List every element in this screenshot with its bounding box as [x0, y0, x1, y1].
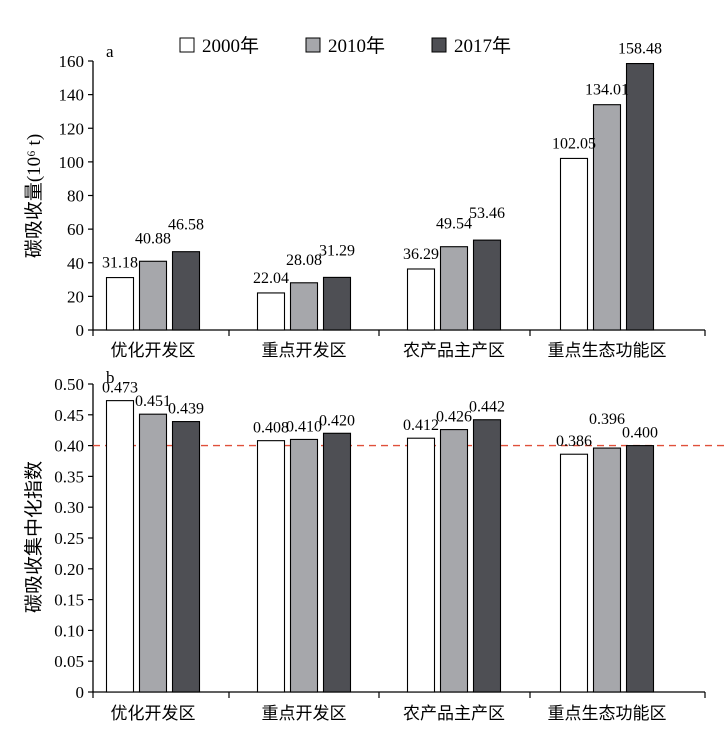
chart-a-bar	[322, 276, 352, 331]
chart-a-data-label: 31.18	[102, 255, 138, 272]
chart-b-data-labels: 0.473 0.408 0.412 0.386 0.451 0.410 0.426 0.396…	[102, 380, 658, 451]
chart-b-category-label: 重点开发区	[262, 704, 347, 723]
chart-b-y-tick-label: 0.05	[54, 652, 84, 671]
chart-a-gridlayer: 0 20 40 60 80 100 120 140 160 优化开发区 重点开发区 农产品主产区 重点生…	[59, 52, 706, 360]
chart-b-data-label: 0.396	[589, 411, 625, 428]
chart-b-category-label: 重点生态功能区	[548, 704, 667, 723]
legend-label-2000: 2000年	[202, 35, 259, 57]
panel-b-letter: b	[106, 368, 115, 387]
chart-b-bar	[472, 419, 502, 693]
chart-b-data-label: 0.412	[403, 417, 439, 434]
chart-a-bar	[256, 292, 286, 331]
chart-b-bar	[592, 447, 622, 693]
chart-a-data-label: 46.58	[168, 217, 204, 234]
chart-a-y-tick-label: 0	[76, 321, 85, 340]
legend-label-2017: 2017年	[454, 35, 511, 57]
chart-a-data-label: 134.01	[585, 82, 629, 99]
chart-b-y-tick-label: 0.30	[54, 498, 84, 517]
chart-a-category-label: 重点生态功能区	[548, 341, 667, 360]
chart-a-bar	[289, 282, 319, 331]
chart-b-y-tick-label: 0.15	[54, 591, 84, 610]
chart-a-category-label: 优化开发区	[111, 341, 196, 360]
chart-b-bar	[322, 432, 352, 693]
chart-a-bar	[592, 104, 622, 331]
chart-a-data-label: 158.48	[618, 41, 662, 58]
chart-a-bar	[171, 251, 201, 331]
chart-b-bar	[625, 445, 655, 693]
chart-b-y-tick-label: 0.35	[54, 467, 84, 486]
chart-b-data-label: 0.408	[253, 420, 289, 437]
chart-a: 0 20 40 60 80 100 120 140 160 优化开发区 重点开发区 农产品主产区 重点生…	[23, 41, 706, 360]
chart-b-bar	[105, 400, 135, 693]
chart-b-data-label: 0.442	[469, 399, 505, 416]
chart-a-y-axis-title: 碳吸收量(10⁶ t)	[23, 134, 45, 258]
chart-b-data-label: 0.400	[622, 425, 658, 442]
chart-b-y-tick-label: 0.45	[54, 406, 84, 425]
chart-b-y-axis-title: 碳吸收集中化指数	[23, 461, 45, 613]
chart-b-data-label: 0.420	[319, 412, 355, 429]
chart-a-bar	[138, 260, 168, 331]
chart-a-y-tick-label: 100	[59, 153, 85, 172]
chart-a-data-label: 102.05	[552, 135, 596, 152]
chart-b-bar	[289, 438, 319, 693]
chart-a-data-label: 40.88	[135, 230, 171, 247]
chart-a-category-label: 重点开发区	[262, 341, 347, 360]
chart-b-data-label: 0.386	[556, 433, 592, 450]
chart-a-y-tick-label: 140	[59, 86, 85, 105]
chart-b-bar	[256, 440, 286, 693]
chart-a-data-labels: 31.18 22.04 36.29 102.05 40.88 28.08 49.54 134.…	[102, 41, 662, 287]
chart-a-bar	[406, 268, 436, 331]
chart-b-data-label: 0.410	[286, 418, 322, 435]
chart-a-data-label: 28.08	[286, 252, 322, 269]
chart-a-y-tick-label: 20	[67, 287, 84, 306]
chart-b-bar	[138, 413, 168, 693]
legend: 2000年 2010年 2017年	[179, 35, 511, 57]
legend-swatch-2017	[431, 37, 447, 53]
chart-a-y-tick-label: 60	[67, 220, 84, 239]
chart-a-bar	[439, 246, 469, 331]
chart-a-data-label: 36.29	[403, 246, 439, 263]
chart-b-bars	[105, 400, 655, 693]
chart-a-bar	[625, 63, 655, 331]
chart-a-data-label: 31.29	[319, 242, 355, 259]
chart-a-y-tick-label: 120	[59, 119, 85, 138]
chart-a-bar	[559, 157, 589, 331]
chart-b-data-label: 0.451	[135, 393, 171, 410]
chart-b-y-tick-label: 0.20	[54, 560, 84, 579]
panel-a-letter: a	[106, 42, 114, 61]
chart-b-category-label: 优化开发区	[111, 704, 196, 723]
chart-b-data-label: 0.473	[102, 380, 138, 397]
chart-a-data-label: 49.54	[436, 216, 472, 233]
chart-b-y-tick-label: 0.40	[54, 437, 84, 456]
chart-a-y-tick-label: 80	[67, 187, 84, 206]
chart-a-category-label: 农产品主产区	[403, 341, 505, 360]
chart-a-data-label: 53.46	[469, 205, 505, 222]
chart-a-y-tick-label: 160	[59, 52, 85, 71]
chart-b-y-tick-label: 0.10	[54, 621, 84, 640]
legend-label-2010: 2010年	[328, 35, 385, 57]
chart-b-data-label: 0.439	[168, 401, 204, 418]
chart-b-bar	[439, 429, 469, 693]
chart-a-bar	[105, 277, 135, 331]
legend-swatch-2010	[305, 37, 321, 53]
chart-b-category-label: 农产品主产区	[403, 704, 505, 723]
legend-swatch-2000	[179, 37, 195, 53]
chart-b-y-tick-label: 0.50	[54, 375, 84, 394]
chart-b-bar	[171, 421, 201, 693]
chart-b-y-tick-label: 0	[76, 683, 85, 702]
chart-b-bar	[559, 453, 589, 693]
chart-b: 0 0.05 0.10 0.15 0.20 0.25 0.30 0.35 0.40 0.45 0.5…	[23, 368, 725, 723]
chart-a-bars	[105, 63, 655, 331]
chart-b-bar	[406, 437, 436, 693]
chart-b-y-tick-label: 0.25	[54, 529, 84, 548]
chart-b-data-label: 0.426	[436, 409, 472, 426]
chart-a-data-label: 22.04	[253, 270, 289, 287]
chart-a-y-tick-label: 40	[67, 254, 84, 273]
chart-a-bar	[472, 239, 502, 331]
